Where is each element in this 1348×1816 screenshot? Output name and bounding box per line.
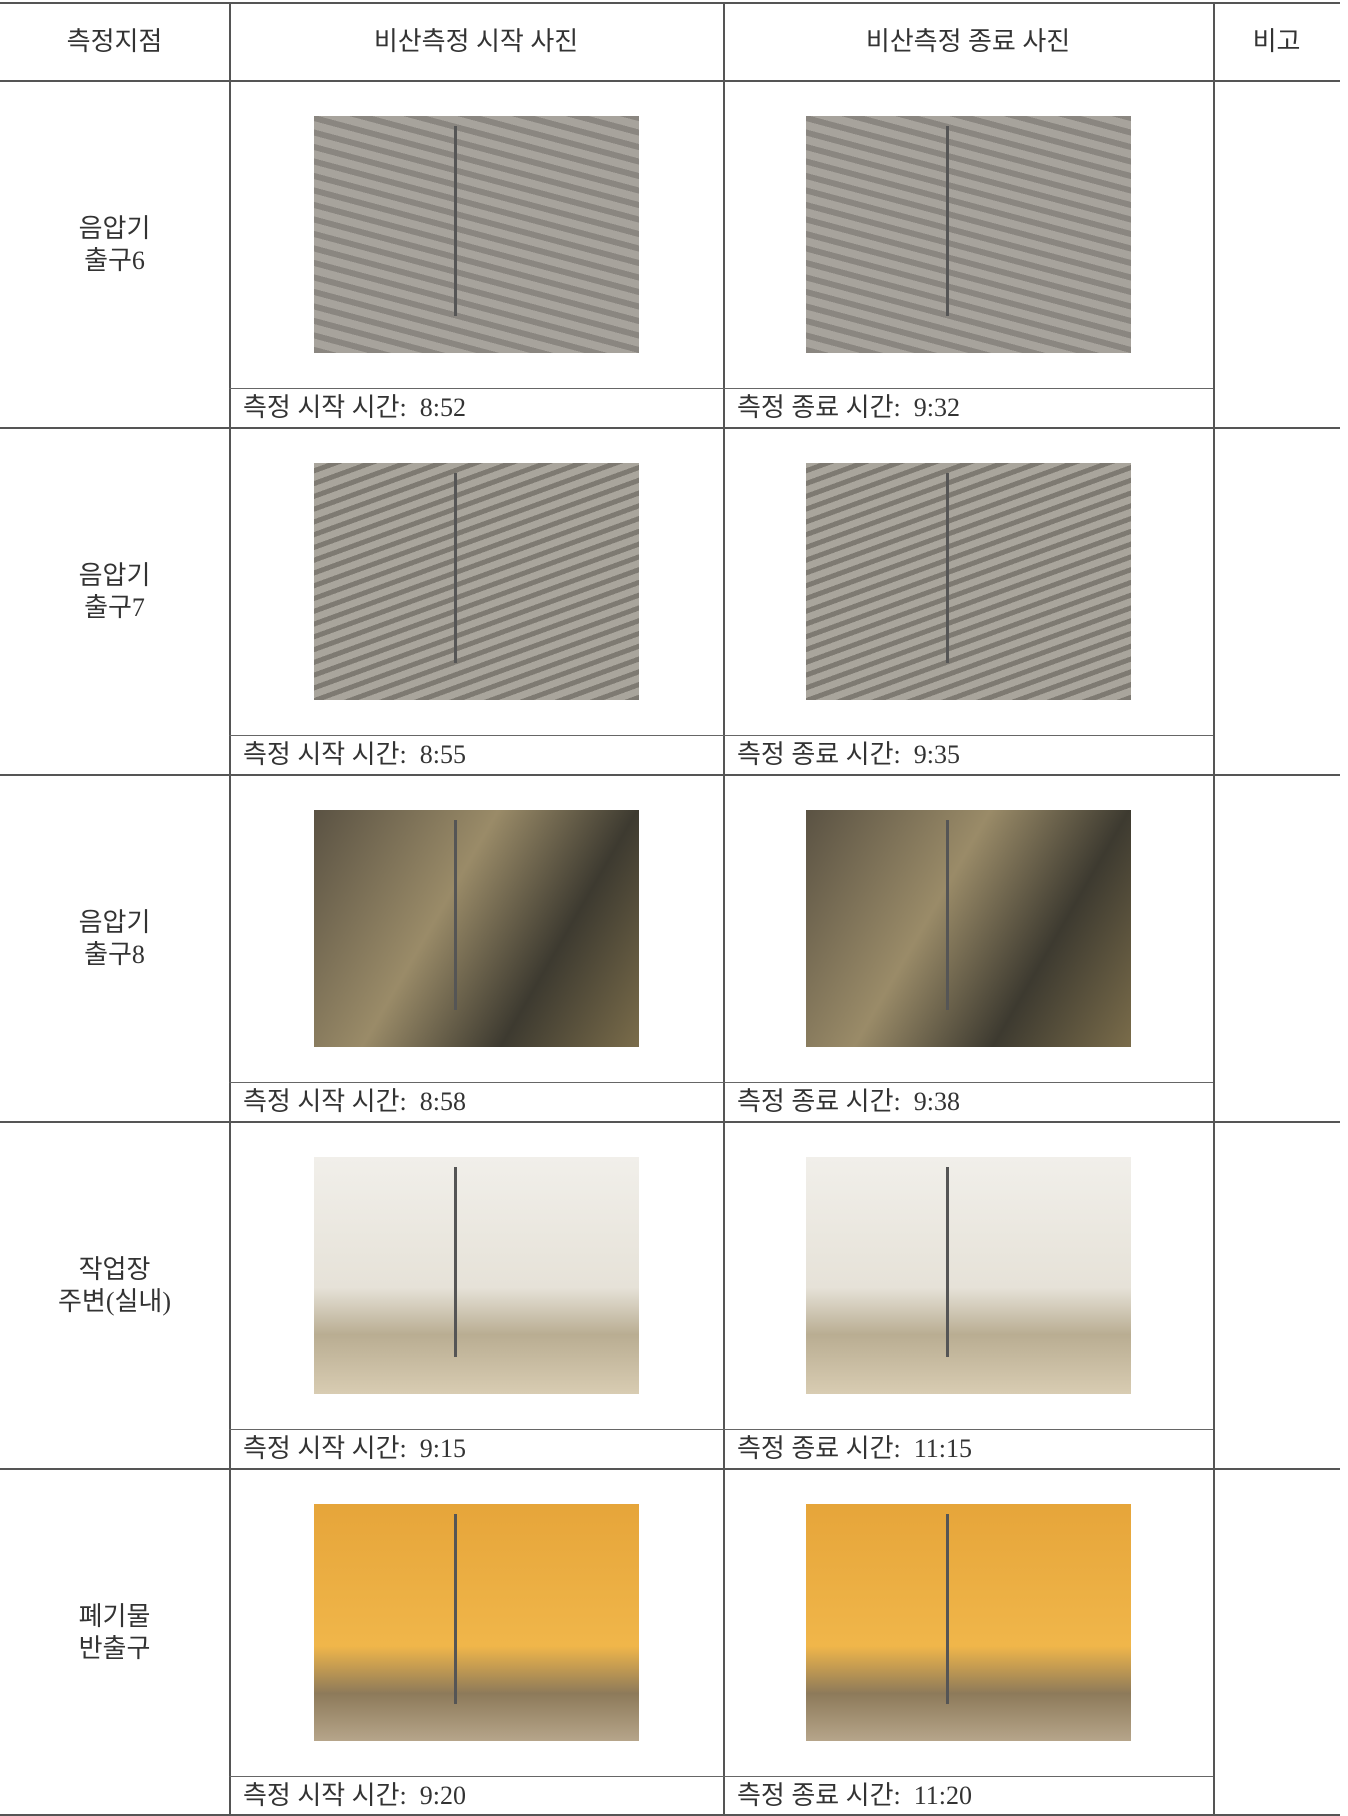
time-caption: 측정 종료 시간: 11:15 <box>737 1434 973 1463</box>
location-label: 작업장 <box>78 1254 151 1284</box>
measurement-photo <box>805 810 1131 1047</box>
time-caption: 측정 시작 시간: 8:58 <box>243 1087 466 1116</box>
time-caption: 측정 시작 시간: 8:55 <box>243 740 466 769</box>
table-border <box>0 2 1340 4</box>
photo-detail <box>945 1167 949 1357</box>
column-border <box>1213 2 1215 1816</box>
measurement-photo <box>313 116 639 353</box>
column-border <box>229 2 231 1816</box>
caption-border <box>229 1776 723 1777</box>
photo-detail <box>453 1514 457 1704</box>
header-cell: 비고 <box>1252 27 1301 56</box>
location-label: 음압기 <box>78 560 151 590</box>
time-caption: 측정 시작 시간: 8:52 <box>243 393 466 422</box>
location-label: 음압기 <box>78 907 151 937</box>
row-border <box>0 80 1340 82</box>
row-border <box>0 774 1340 776</box>
location-label: 폐기물 <box>78 1601 151 1631</box>
time-caption: 측정 종료 시간: 9:35 <box>737 740 960 769</box>
location-label: 반출구 <box>78 1633 151 1663</box>
time-caption: 측정 시작 시간: 9:15 <box>243 1434 466 1463</box>
caption-border <box>723 1776 1213 1777</box>
caption-border <box>229 1082 723 1083</box>
header-cell: 비산측정 시작 사진 <box>373 27 579 56</box>
caption-border <box>229 735 723 736</box>
photo-detail <box>945 126 949 316</box>
header-cell: 측정지점 <box>66 27 163 56</box>
measurement-photo <box>805 1157 1131 1394</box>
measurement-photo <box>313 810 639 1047</box>
caption-border <box>229 1429 723 1430</box>
caption-border <box>723 735 1213 736</box>
measurement-photo <box>805 1504 1131 1741</box>
location-label: 출구7 <box>84 592 145 622</box>
photo-detail <box>945 820 949 1010</box>
caption-border <box>229 388 723 389</box>
measurement-photo <box>805 463 1131 700</box>
table-border <box>0 1814 1340 1816</box>
row-border <box>0 427 1340 429</box>
time-caption: 측정 종료 시간: 11:20 <box>737 1781 973 1810</box>
time-caption: 측정 종료 시간: 9:32 <box>737 393 960 422</box>
column-border <box>723 2 725 1816</box>
measurement-photo <box>313 1504 639 1741</box>
location-label: 출구6 <box>84 245 145 275</box>
photo-detail <box>945 473 949 663</box>
caption-border <box>723 388 1213 389</box>
header-cell: 비산측정 종료 사진 <box>865 27 1071 56</box>
row-border <box>0 1468 1340 1470</box>
location-label: 음압기 <box>78 213 151 243</box>
measurement-photo <box>313 1157 639 1394</box>
measurement-photo <box>805 116 1131 353</box>
time-caption: 측정 종료 시간: 9:38 <box>737 1087 960 1116</box>
photo-detail <box>945 1514 949 1704</box>
row-border <box>0 1121 1340 1123</box>
photo-detail <box>453 473 457 663</box>
location-label: 주변(실내) <box>58 1286 171 1316</box>
caption-border <box>723 1082 1213 1083</box>
location-label: 출구8 <box>84 939 145 969</box>
caption-border <box>723 1429 1213 1430</box>
photo-detail <box>453 1167 457 1357</box>
measurement-photo <box>313 463 639 700</box>
photo-detail <box>453 820 457 1010</box>
time-caption: 측정 시작 시간: 9:20 <box>243 1781 466 1810</box>
photo-detail <box>453 126 457 316</box>
